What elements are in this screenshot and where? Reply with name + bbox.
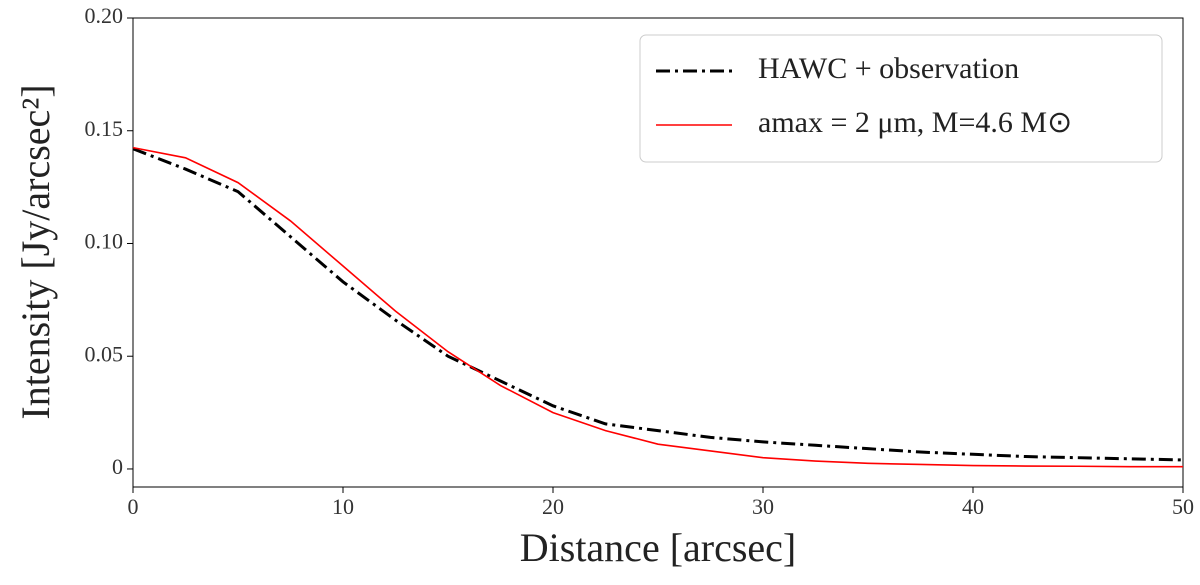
x-tick-label: 20 [542,494,564,519]
y-tick-label: 0.10 [85,229,124,254]
legend-box [639,34,1163,163]
y-tick-label: 0.15 [85,116,124,141]
y-axis-label: Intensity [Jy/arcsec²] [13,84,58,419]
x-tick-label: 0 [128,494,139,519]
legend-label: HAWC + observation [758,52,1019,85]
y-tick-label: 0.05 [85,341,124,366]
legend-label: amax = 2 μm, M=4.6 M⊙ [758,106,1072,139]
y-tick-label: 0 [112,454,123,479]
x-tick-label: 10 [332,494,354,519]
x-axis-label: Distance [arcsec] [520,525,796,570]
data-line [132,147,1184,462]
data-line [132,146,1183,468]
x-tick-label: 50 [1172,494,1194,519]
x-tick-label: 40 [962,494,984,519]
x-tick-label: 30 [752,494,774,519]
y-tick-label: 0.20 [85,3,124,28]
plot-frame [132,17,1184,488]
